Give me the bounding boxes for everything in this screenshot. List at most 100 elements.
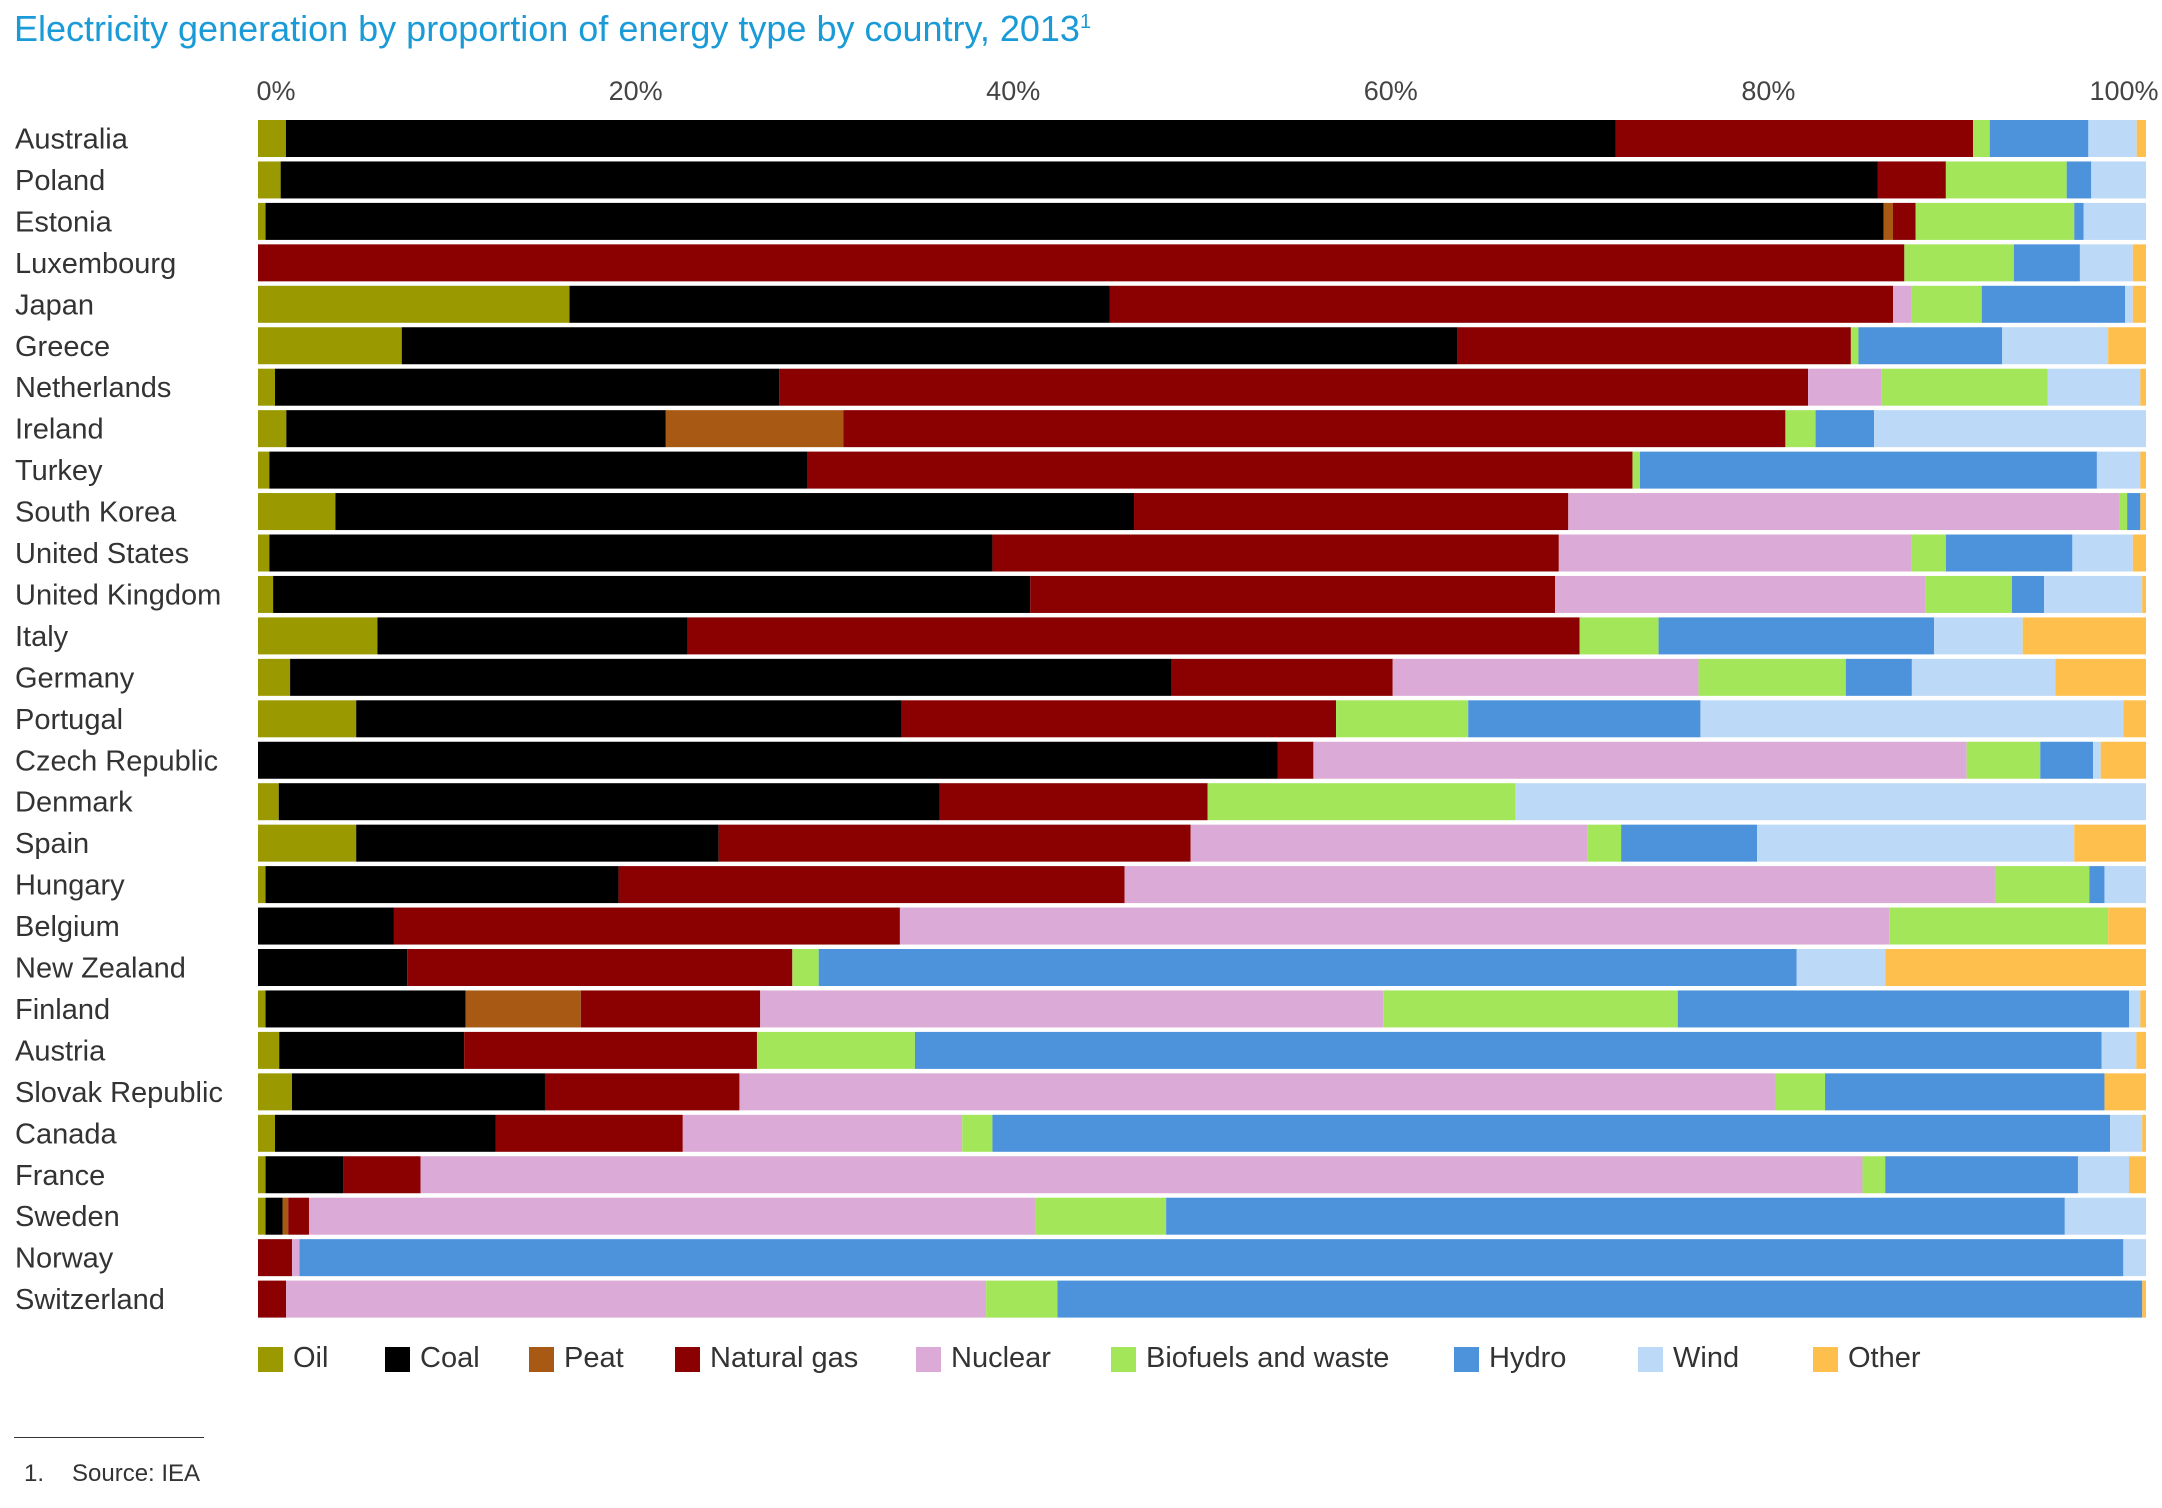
bar-segment: [1057, 1280, 2143, 1318]
category-label: Greece: [15, 331, 110, 363]
legend-swatch: [385, 1347, 410, 1372]
bar-segment: [1757, 824, 2075, 862]
title-text: Electricity generation by proportion of …: [14, 8, 1080, 49]
bar-segment: [286, 1280, 987, 1318]
legend-swatch: [258, 1347, 283, 1372]
bar-segment: [278, 783, 940, 821]
bar-segment: [258, 410, 287, 448]
legend-swatch: [1111, 1347, 1136, 1372]
bar-segment: [1677, 990, 2130, 1028]
bar-segment: [258, 866, 266, 904]
bar-segment: [756, 1031, 915, 1069]
legend-label: Coal: [420, 1342, 480, 1374]
bar-segment: [265, 1197, 283, 1235]
title-footnote-mark: 1: [1079, 11, 1092, 33]
category-label: Japan: [15, 289, 94, 321]
bar-segment: [2119, 493, 2128, 531]
bar-segment: [807, 451, 1633, 489]
bar-segment: [2040, 741, 2094, 779]
bar-segment: [986, 1280, 1058, 1318]
bar-segment: [618, 866, 1125, 904]
bar-segment: [274, 1114, 496, 1152]
bar-segment: [1994, 866, 2090, 904]
bar-segment: [335, 493, 1135, 531]
bar-segment: [1468, 700, 1701, 738]
legend-swatch: [1454, 1347, 1479, 1372]
bar-segment: [280, 161, 1878, 199]
bar-segment: [401, 327, 1458, 365]
bar-segment: [343, 1156, 421, 1194]
bar-segment: [1825, 1073, 2105, 1111]
bar-segment: [1885, 949, 2146, 986]
bar-segment: [1893, 202, 1916, 240]
bar-segment: [258, 202, 266, 240]
bar-segment: [1966, 741, 2041, 779]
bar-segment: [2142, 575, 2146, 613]
category-label: Norway: [15, 1243, 114, 1275]
bar-segment: [1808, 368, 1882, 406]
bar-segment: [285, 120, 1616, 157]
category-label: New Zealand: [15, 953, 186, 985]
bar-segment: [1785, 410, 1816, 448]
category-label: Czech Republic: [15, 745, 218, 777]
bar-segment: [665, 410, 844, 448]
legend-swatch: [1638, 1347, 1663, 1372]
bar-segment: [265, 202, 1884, 240]
category-label: Turkey: [15, 455, 103, 487]
bar-segment: [1945, 161, 2067, 199]
bar-segment: [1555, 575, 1926, 613]
category-label: Canada: [15, 1118, 117, 1150]
bar-segment: [818, 949, 1797, 986]
legend-swatch: [675, 1347, 700, 1372]
bar-segment: [580, 990, 761, 1028]
bar-segment: [1877, 161, 1946, 199]
x-tick-label: 0%: [256, 76, 295, 106]
x-tick-label: 40%: [986, 76, 1040, 106]
bar-segment: [2132, 244, 2146, 282]
bar-segment: [1934, 617, 2023, 655]
legend-label: Nuclear: [951, 1342, 1051, 1374]
bar-segment: [258, 824, 357, 862]
footnote-text: Source: IEA: [72, 1460, 201, 1487]
bar-segment: [2022, 617, 2146, 655]
bar-segment: [1796, 949, 1886, 986]
bar-segment: [1587, 824, 1622, 862]
bar-segment: [2108, 907, 2146, 945]
legend-label: Oil: [293, 1342, 329, 1374]
bar-segment: [1207, 783, 1516, 821]
bar-segment: [2101, 1031, 2137, 1069]
category-label: Poland: [15, 165, 105, 197]
category-label: Slovak Republic: [15, 1077, 223, 1109]
bar-segment: [1925, 575, 2012, 613]
bar-segment: [1889, 907, 2109, 945]
bar-segment: [495, 1114, 683, 1152]
bar-segment: [2074, 202, 2084, 240]
category-label: South Korea: [15, 497, 177, 529]
category-label: Netherlands: [15, 372, 171, 404]
bar-segment: [1881, 368, 2048, 406]
category-label: Spain: [15, 828, 89, 860]
bar-segment: [2127, 493, 2141, 531]
bar-segment: [2104, 1073, 2146, 1111]
bar-segment: [1313, 741, 1967, 779]
bar-segment: [2091, 161, 2146, 199]
bar-segment: [1850, 327, 1859, 365]
x-tick-label: 100%: [2089, 76, 2158, 106]
bar-segment: [258, 368, 275, 406]
legend-label: Biofuels and waste: [1146, 1342, 1390, 1374]
bar-segment: [2140, 451, 2146, 489]
legend-label: Peat: [564, 1342, 624, 1374]
bar-segment: [1171, 658, 1393, 696]
bar-segment: [1775, 1073, 1826, 1111]
bar-segment: [1134, 493, 1569, 531]
bar-segment: [544, 1073, 740, 1111]
bar-segment: [1109, 285, 1894, 323]
bar-segment: [258, 161, 281, 199]
category-label: Italy: [15, 621, 69, 653]
bar-segment: [1515, 783, 2146, 821]
bar-segment: [258, 1031, 280, 1069]
bar-segment: [1989, 120, 2089, 157]
bar-segment: [265, 866, 619, 904]
bar-segment: [1166, 1197, 2065, 1235]
bar-segment: [2074, 824, 2146, 862]
